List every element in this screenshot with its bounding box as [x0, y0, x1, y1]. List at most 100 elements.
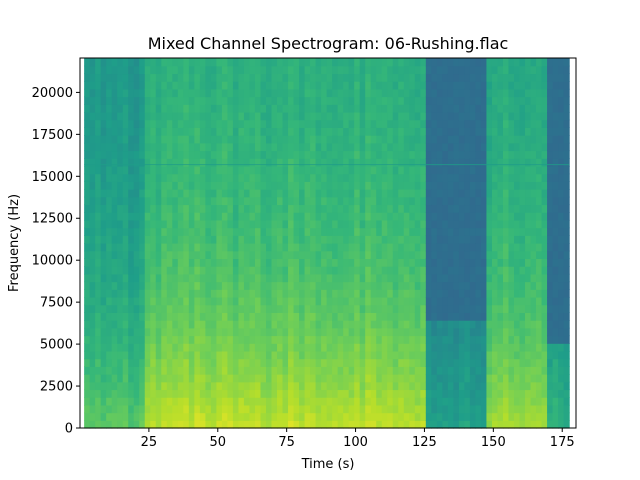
spectrogram-cell [381, 350, 388, 360]
spectrogram-cell [315, 296, 322, 306]
spectrogram-cell [133, 165, 140, 175]
spectrogram-cell [519, 111, 526, 121]
spectrogram-cell [194, 381, 201, 391]
spectrogram-cell [453, 374, 460, 383]
spectrogram-cell [519, 127, 526, 136]
spectrogram-cell [243, 73, 251, 82]
spectrogram-cell [530, 389, 537, 398]
spectrogram-cell [117, 350, 124, 360]
spectrogram-cell [155, 374, 162, 383]
spectrogram-cell [111, 412, 118, 421]
spectrogram-cell [254, 196, 262, 206]
spectrogram-cell [106, 65, 113, 75]
spectrogram-cell [392, 389, 399, 398]
spectrogram-cell [354, 88, 361, 98]
spectrogram-cell [95, 420, 102, 429]
spectrogram-cell [254, 273, 262, 283]
spectrogram-cell [161, 158, 168, 167]
spectrogram-cell [486, 119, 493, 128]
spectrogram-cell [552, 219, 559, 229]
spectrogram-cell [84, 366, 91, 375]
spectrogram-cell [464, 196, 471, 206]
spectrogram-cell [343, 374, 350, 383]
spectrogram-cell [321, 366, 328, 375]
spectrogram-cell [381, 273, 388, 283]
spectrogram-cell [558, 289, 565, 298]
spectrogram-cell [304, 158, 311, 167]
spectrogram-cell [271, 289, 278, 298]
spectrogram-cell [166, 289, 173, 298]
spectrogram-cell [133, 312, 140, 321]
spectrogram-cell [84, 389, 91, 398]
spectrogram-cell [89, 96, 96, 105]
spectrogram-cell [425, 196, 432, 206]
spectrogram-cell [536, 350, 543, 360]
spectrogram-cell [442, 73, 449, 82]
spectrogram-cell [111, 358, 118, 367]
spectrogram-cell [469, 165, 477, 175]
spectrogram-cell [117, 204, 124, 213]
spectrogram-cell [89, 150, 96, 159]
spectrogram-cell [525, 281, 532, 290]
spectrogram-cell [387, 165, 394, 175]
spectrogram-cell [304, 404, 311, 414]
spectrogram-cell [480, 366, 488, 375]
spectrogram-cell [392, 196, 399, 206]
spectrogram-cell [271, 181, 278, 190]
spectrogram-cell [354, 412, 361, 421]
spectrogram-cell [172, 343, 179, 352]
spectrogram-cell [194, 204, 201, 213]
spectrogram-cell [84, 412, 91, 421]
spectrogram-cell [188, 227, 195, 236]
spectrogram-cell [183, 135, 190, 144]
spectrogram-cell [365, 250, 372, 260]
spectrogram-cell [547, 219, 554, 229]
spectrogram-cell [95, 374, 102, 383]
spectrogram-cell [541, 189, 548, 198]
spectrogram-cell [183, 281, 190, 290]
spectrogram-cell [381, 389, 388, 398]
spectrogram-cell [442, 250, 449, 260]
spectrogram-cell [111, 181, 118, 190]
spectrogram-cell [365, 327, 372, 337]
spectrogram-cell [458, 219, 465, 229]
spectrogram-cell [133, 104, 140, 113]
spectrogram-cell [486, 58, 493, 67]
spectrogram-cell [519, 273, 526, 283]
spectrogram-cell [89, 65, 96, 75]
spectrogram-cell [326, 412, 333, 421]
spectrogram-cell [431, 374, 438, 383]
spectrogram-cell [563, 165, 570, 175]
spectrogram-cell [354, 374, 361, 383]
spectrogram-cell [519, 389, 526, 398]
y-tick-label: 20000 [32, 86, 73, 101]
spectrogram-cell [536, 420, 543, 429]
spectrogram-cell [332, 273, 339, 283]
spectrogram-cell [337, 135, 344, 144]
spectrogram-cell [183, 320, 190, 329]
spectrogram-cell [117, 358, 124, 367]
spectrogram-cell [370, 189, 377, 198]
spectrogram-cell [536, 366, 543, 375]
spectrogram-cell [525, 88, 532, 98]
spectrogram-cell [502, 258, 510, 267]
spectrogram-cell [84, 404, 91, 414]
spectrogram-cell [166, 65, 173, 75]
spectrogram-cell [359, 119, 366, 128]
spectrogram-cell [293, 273, 300, 283]
spectrogram-cell [447, 397, 454, 406]
spectrogram-cell [271, 350, 278, 360]
spectrogram-cell [359, 366, 366, 375]
spectrogram-cell [277, 135, 284, 144]
spectrogram-cell [227, 273, 234, 283]
spectrogram-cell [354, 397, 361, 406]
spectrogram-cell [111, 258, 118, 267]
spectrogram-cell [387, 266, 394, 275]
spectrogram-cell [277, 119, 284, 128]
spectrogram-cell [370, 158, 377, 167]
spectrogram-cell [508, 343, 515, 352]
spectrogram-cell [447, 189, 454, 198]
spectrogram-cell [508, 296, 515, 306]
spectrogram-cell [337, 204, 344, 213]
spectrogram-cell [144, 304, 151, 313]
